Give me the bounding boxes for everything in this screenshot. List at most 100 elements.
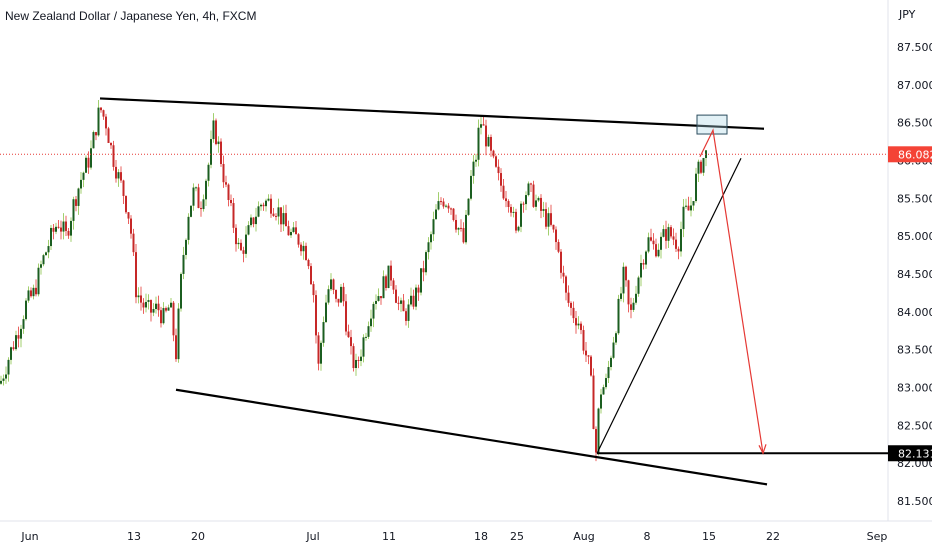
candle-body <box>650 237 652 241</box>
candle-body <box>477 127 480 160</box>
candle-body <box>130 218 132 234</box>
projection-arrow[interactable] <box>699 128 764 454</box>
candle-body <box>397 302 400 304</box>
candle-body <box>102 110 105 117</box>
candle-body <box>447 205 450 209</box>
currency-label: JPY <box>898 8 916 21</box>
candle-body <box>547 213 550 227</box>
candle-body <box>77 188 80 206</box>
candle-body <box>697 161 700 174</box>
candle-body <box>485 125 487 147</box>
candle-body <box>72 199 75 221</box>
lower-trendline[interactable] <box>175 388 768 486</box>
candle-body <box>42 255 45 265</box>
candle-body <box>212 120 215 140</box>
candle-body <box>682 206 685 230</box>
candle-body <box>125 195 127 213</box>
candle-body <box>675 239 677 249</box>
candle-body <box>197 187 200 208</box>
candle-body <box>270 198 272 214</box>
candle-body <box>87 157 90 168</box>
candle-body <box>55 226 57 232</box>
y-tick-label: 87.000 <box>897 79 932 92</box>
candle-body <box>462 228 465 243</box>
candle-body <box>282 213 285 225</box>
x-tick-label: Jun <box>20 530 38 543</box>
candle-body <box>202 199 205 210</box>
candle-body <box>392 280 395 290</box>
candle-body <box>695 173 697 202</box>
candle-body <box>257 206 260 217</box>
candle-body <box>400 300 402 304</box>
candle-body <box>422 268 425 273</box>
candle-body <box>352 346 355 369</box>
candle-body <box>362 337 365 357</box>
candle-body <box>57 226 60 228</box>
candle-body <box>147 300 150 302</box>
candle-body <box>127 212 130 219</box>
candle-body <box>297 234 300 245</box>
candle-body <box>557 242 560 252</box>
candle-body <box>292 227 295 232</box>
candle-body <box>155 303 157 310</box>
candle-body <box>50 227 52 247</box>
candle-body <box>220 141 222 164</box>
x-tick-label: Jul <box>305 530 319 543</box>
candle-body <box>555 229 557 243</box>
candle-body <box>12 347 15 350</box>
candle-body <box>670 227 672 237</box>
candle-body <box>185 239 187 255</box>
candle-body <box>677 248 680 252</box>
candle-body <box>612 342 615 358</box>
candle-body <box>390 265 392 281</box>
candle-body <box>330 279 332 290</box>
candle-body <box>335 289 337 299</box>
y-tick-label: 84.000 <box>897 306 932 319</box>
candle-body <box>90 148 92 168</box>
candle-body <box>277 207 280 217</box>
candle-body <box>285 213 287 227</box>
candle-body <box>480 124 482 128</box>
candle-body <box>552 224 555 230</box>
candle-body <box>242 250 245 254</box>
candle-body <box>590 356 592 376</box>
candle-body <box>20 328 22 339</box>
candle-body <box>82 172 85 180</box>
y-tick-label: 86.500 <box>897 117 932 130</box>
candle-body <box>35 287 37 295</box>
candle-body <box>567 292 570 303</box>
candle-body <box>235 227 237 245</box>
candle-body <box>522 203 525 205</box>
candle-body <box>265 200 267 207</box>
candle-body <box>300 244 302 252</box>
candle-body <box>45 252 47 256</box>
candle-body <box>172 302 175 336</box>
candle-body <box>597 408 600 453</box>
candle-body <box>630 304 632 310</box>
candle-body <box>465 214 467 243</box>
candle-body <box>140 295 142 303</box>
candle-body <box>95 132 97 136</box>
candle-body <box>570 302 572 308</box>
target-box[interactable] <box>696 114 728 135</box>
candle-body <box>655 244 657 257</box>
candle-body <box>117 172 120 179</box>
candle-body <box>410 295 412 305</box>
candle-body <box>170 302 172 308</box>
candle-body <box>150 300 152 313</box>
candle-body <box>580 323 582 331</box>
candle-body <box>190 205 192 217</box>
candle-body <box>497 166 500 174</box>
candle-body <box>250 217 252 226</box>
candle-body <box>152 309 155 313</box>
candle-body <box>585 350 587 356</box>
candle-body <box>527 183 530 196</box>
upper-trendline[interactable] <box>99 97 765 130</box>
candle-body <box>295 227 297 235</box>
candle-body <box>602 387 605 395</box>
candle-body <box>245 234 247 254</box>
candle-body <box>302 245 305 252</box>
projection-arrow-head <box>758 444 767 455</box>
rising-trendline[interactable] <box>596 157 742 454</box>
